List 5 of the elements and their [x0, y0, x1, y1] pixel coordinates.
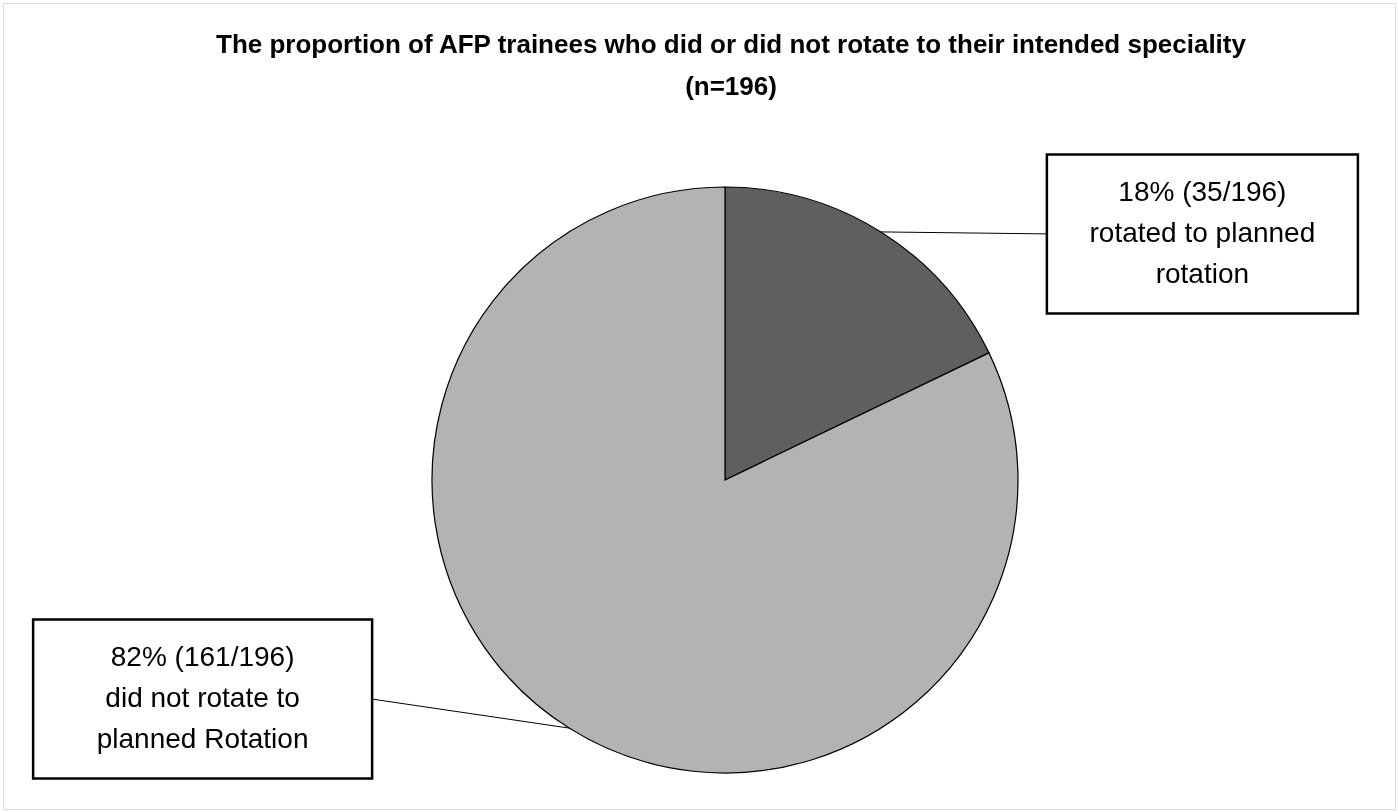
slice-label: rotated to planned rotation: [1089, 216, 1316, 289]
data-label: 18% (35/196): [1118, 175, 1287, 207]
data-label: 82% (161/196): [110, 641, 295, 673]
chart-title: The proportion of AFP trainees who did or did not rotate to their intended speciality (n=196): [216, 29, 1247, 101]
slice-label: did not rotate to planned Rotation: [96, 682, 309, 755]
